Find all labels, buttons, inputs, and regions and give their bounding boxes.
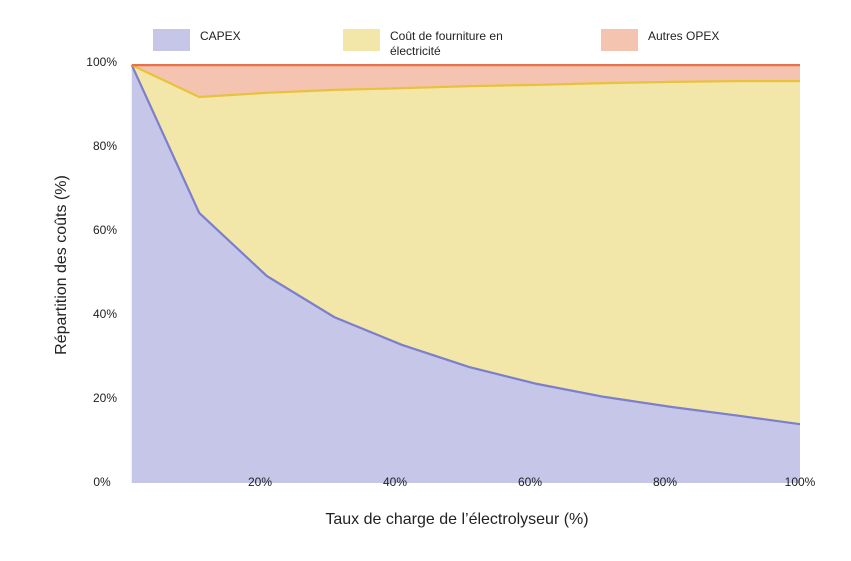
legend-item: CAPEX xyxy=(153,29,340,51)
legend-swatch xyxy=(153,29,190,51)
y-tick-label: 20% xyxy=(93,391,117,405)
x-axis-label: Taux de charge de l’électrolyseur (%) xyxy=(325,511,588,528)
x-tick-label: 60% xyxy=(518,475,542,489)
y-tick-label: 80% xyxy=(93,139,117,153)
area xyxy=(131,65,800,98)
legend-item: Autres OPEX xyxy=(601,29,788,51)
x-tick-label: 40% xyxy=(383,475,407,489)
x-tick-label: 80% xyxy=(653,475,677,489)
legend-item: Coût de fourniture en électricité xyxy=(343,29,530,59)
x-tick-label: 20% xyxy=(248,475,272,489)
y-axis-label: Répartition des coûts (%) xyxy=(53,175,70,355)
area xyxy=(131,65,800,483)
line xyxy=(131,64,800,99)
area xyxy=(131,65,800,425)
y-tick-label: 100% xyxy=(86,55,117,69)
y-tick-label: 60% xyxy=(93,223,117,237)
y-tick-label: 40% xyxy=(93,307,117,321)
x-tick-label: 100% xyxy=(785,475,816,489)
legend-swatch xyxy=(601,29,638,51)
x-tick-label: 0% xyxy=(93,475,111,489)
line xyxy=(130,64,801,426)
legend-swatch xyxy=(343,29,380,51)
legend-label: Coût de fourniture en électricité xyxy=(390,29,503,58)
legend-label: CAPEX xyxy=(200,29,241,43)
legend-label: Autres OPEX xyxy=(648,29,720,43)
